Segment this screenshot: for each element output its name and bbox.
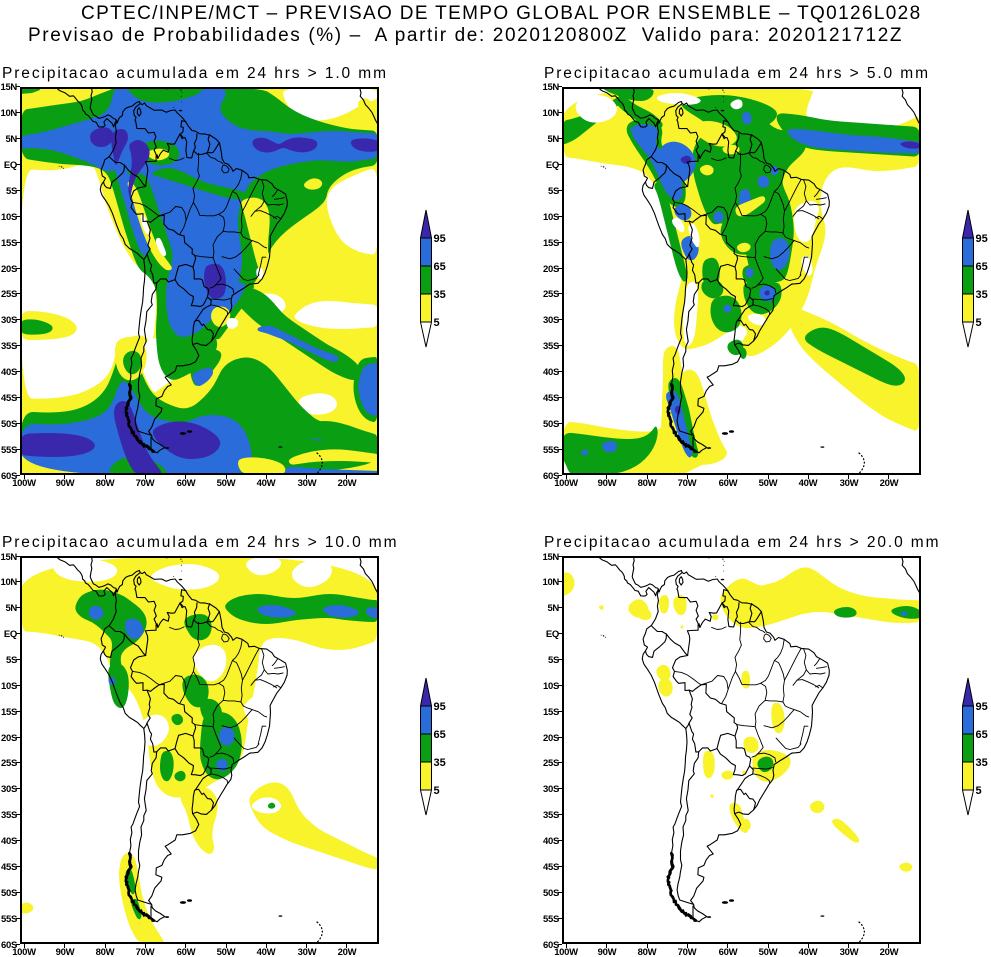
svg-text:5: 5 [976, 317, 982, 329]
svg-text:35: 35 [976, 289, 988, 301]
svg-text:65: 65 [976, 729, 988, 741]
svg-text:65: 65 [434, 729, 446, 741]
svg-text:5: 5 [434, 317, 440, 329]
svg-text:35: 35 [434, 757, 446, 769]
svg-text:95: 95 [434, 701, 446, 713]
svg-text:95: 95 [976, 233, 988, 245]
svg-text:35: 35 [976, 757, 988, 769]
svg-text:95: 95 [434, 233, 446, 245]
svg-text:65: 65 [976, 261, 988, 273]
svg-text:5: 5 [434, 785, 440, 797]
svg-text:95: 95 [976, 701, 988, 713]
svg-text:5: 5 [976, 785, 982, 797]
svg-text:35: 35 [434, 289, 446, 301]
svg-text:65: 65 [434, 261, 446, 273]
